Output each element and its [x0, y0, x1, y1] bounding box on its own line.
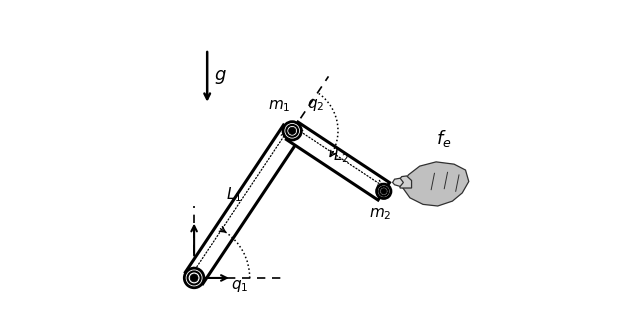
Circle shape — [184, 268, 204, 288]
Text: $f_e$: $f_e$ — [436, 129, 452, 149]
Text: $g$: $g$ — [214, 68, 227, 86]
Circle shape — [286, 125, 298, 137]
Circle shape — [188, 271, 201, 284]
Circle shape — [376, 184, 391, 198]
Text: $q_2$: $q_2$ — [307, 97, 324, 112]
Polygon shape — [402, 162, 468, 206]
Circle shape — [190, 274, 198, 282]
Polygon shape — [186, 125, 301, 284]
Circle shape — [283, 122, 301, 140]
Text: $L_1$: $L_1$ — [226, 185, 243, 204]
Polygon shape — [287, 122, 390, 200]
Text: $q_1$: $q_1$ — [231, 278, 248, 294]
Text: $m_2$: $m_2$ — [369, 206, 392, 222]
Circle shape — [379, 187, 388, 196]
Text: $L_2$: $L_2$ — [333, 146, 349, 165]
Polygon shape — [392, 178, 403, 186]
Polygon shape — [399, 176, 412, 188]
Circle shape — [289, 127, 296, 134]
Circle shape — [381, 188, 387, 194]
Text: $m_1$: $m_1$ — [268, 98, 291, 114]
